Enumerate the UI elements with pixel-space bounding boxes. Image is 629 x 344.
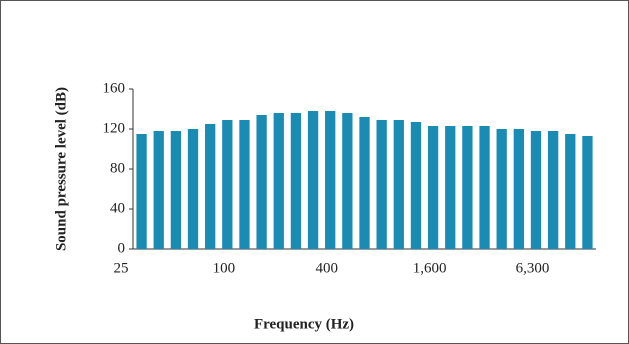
bar — [136, 134, 147, 249]
bar — [359, 117, 370, 249]
bar — [239, 120, 250, 249]
y-tick-label: 120 — [103, 120, 126, 136]
bar — [222, 120, 233, 249]
x-tick-label: 100 — [213, 260, 236, 276]
y-tick-label: 40 — [110, 200, 125, 216]
bar — [427, 126, 439, 249]
x-tick-label: 1,600 — [413, 260, 447, 276]
bar — [582, 136, 593, 249]
x-tick-label: 25 — [114, 260, 129, 276]
y-axis-title: Sound pressure level (dB) — [53, 87, 69, 251]
bar — [153, 131, 164, 249]
bar — [513, 129, 524, 249]
bar — [187, 129, 199, 249]
bar — [256, 115, 267, 249]
bar — [170, 131, 182, 249]
bar — [462, 126, 473, 249]
bar — [307, 111, 319, 249]
bar — [565, 134, 576, 249]
bar — [273, 113, 284, 249]
bar — [410, 122, 422, 249]
y-tick-label: 80 — [110, 160, 125, 176]
bar — [479, 126, 490, 249]
y-tick-label: 160 — [103, 80, 126, 96]
bar — [393, 120, 404, 249]
bar — [547, 131, 559, 249]
x-tick-label: 6,300 — [516, 260, 550, 276]
bar — [342, 113, 353, 249]
bar — [530, 131, 542, 249]
bar — [445, 126, 456, 249]
x-axis-title: Frequency (Hz) — [254, 316, 354, 332]
bar — [205, 124, 216, 249]
bar — [325, 111, 336, 249]
bar — [290, 113, 302, 249]
x-tick-label: 400 — [316, 260, 339, 276]
bar — [376, 120, 387, 249]
bar — [496, 129, 507, 249]
y-tick-label: 0 — [118, 240, 126, 256]
